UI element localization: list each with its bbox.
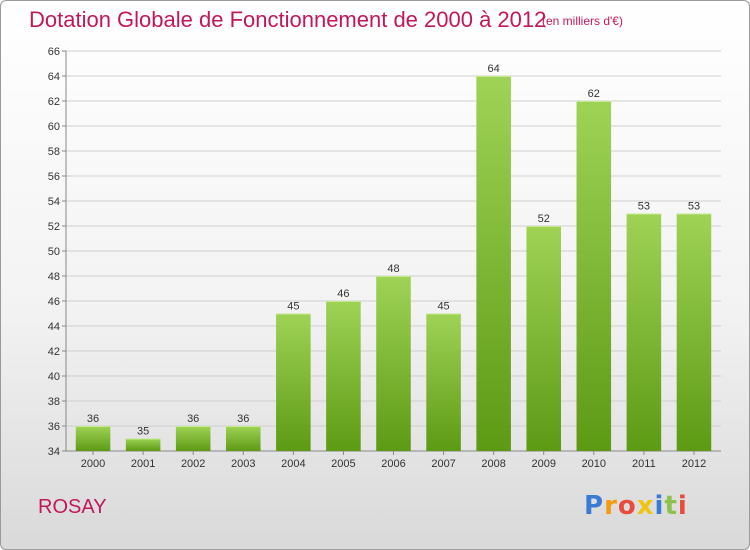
y-tick-label: 34 bbox=[48, 446, 60, 458]
bar bbox=[526, 226, 562, 451]
bar bbox=[376, 276, 411, 451]
x-tick-label: 2004 bbox=[281, 458, 305, 470]
data-label: 36 bbox=[237, 413, 249, 425]
logo-letter: P bbox=[584, 491, 605, 521]
data-label: 36 bbox=[87, 413, 99, 425]
chart-subtitle: (en milliers d'€) bbox=[542, 14, 623, 28]
data-label: 45 bbox=[437, 301, 449, 313]
x-tick-label: 2005 bbox=[331, 458, 355, 470]
data-label: 53 bbox=[638, 201, 650, 213]
y-tick-label: 40 bbox=[48, 371, 60, 383]
bar bbox=[326, 301, 361, 451]
x-tick-label: 2001 bbox=[131, 458, 155, 470]
x-tick-label: 2011 bbox=[632, 458, 656, 470]
y-tick-label: 56 bbox=[48, 171, 60, 183]
logo-letter: x bbox=[636, 491, 655, 521]
bars bbox=[75, 76, 712, 451]
data-label: 62 bbox=[588, 88, 600, 100]
data-label: 45 bbox=[287, 301, 299, 313]
logo-letter: t bbox=[664, 491, 678, 521]
bar bbox=[476, 76, 511, 451]
data-label: 35 bbox=[137, 426, 149, 438]
proxiti-logo[interactable]: Proxiti bbox=[584, 491, 688, 521]
chart-title: Dotation Globale de Fonctionnement de 20… bbox=[29, 7, 547, 32]
x-tick-label: 2002 bbox=[181, 458, 205, 470]
y-tick-label: 36 bbox=[48, 421, 60, 433]
commune-name: ROSAY bbox=[38, 496, 107, 518]
x-tick-label: 2006 bbox=[381, 458, 405, 470]
y-tick-label: 60 bbox=[48, 121, 60, 133]
bar bbox=[626, 213, 662, 451]
x-tick-label: 2009 bbox=[531, 458, 555, 470]
y-tick-label: 50 bbox=[48, 246, 60, 258]
x-tick-label: 2010 bbox=[582, 458, 606, 470]
bar bbox=[225, 426, 261, 451]
bar bbox=[426, 313, 461, 451]
y-tick-label: 48 bbox=[48, 271, 60, 283]
labels: 34 36 38 40 42 44 46 48 50 52 54 56 58 60 62 64 66 36 2000… bbox=[48, 46, 706, 470]
data-label: 64 bbox=[488, 63, 500, 75]
logo-letter: i bbox=[654, 491, 665, 521]
y-tick-label: 52 bbox=[48, 221, 60, 233]
y-tick-label: 64 bbox=[48, 71, 60, 83]
x-tick-label: 2012 bbox=[682, 458, 706, 470]
x-tick-label: 2000 bbox=[81, 458, 105, 470]
x-tick-label: 2008 bbox=[481, 458, 505, 470]
logo-letter: o bbox=[617, 491, 637, 521]
data-label: 46 bbox=[337, 288, 349, 300]
y-tick-label: 54 bbox=[48, 196, 60, 208]
data-label: 36 bbox=[187, 413, 199, 425]
x-tick-label: 2003 bbox=[231, 458, 255, 470]
data-label: 53 bbox=[688, 201, 700, 213]
bar bbox=[175, 426, 211, 451]
y-tick-label: 58 bbox=[48, 146, 60, 158]
bar bbox=[276, 313, 311, 451]
bar bbox=[676, 213, 712, 451]
logo-letter: r bbox=[604, 491, 618, 521]
y-tick-label: 46 bbox=[48, 296, 60, 308]
bar bbox=[576, 101, 612, 451]
y-tick-label: 38 bbox=[48, 396, 60, 408]
bar bbox=[75, 426, 111, 451]
logo-letter: i bbox=[677, 491, 688, 521]
data-label: 52 bbox=[538, 213, 550, 225]
bar bbox=[125, 438, 161, 451]
y-tick-label: 62 bbox=[48, 96, 60, 108]
y-tick-label: 44 bbox=[48, 321, 60, 333]
y-tick-label: 42 bbox=[48, 346, 60, 358]
x-tick-label: 2007 bbox=[431, 458, 455, 470]
y-tick-label: 66 bbox=[48, 46, 60, 58]
data-label: 48 bbox=[387, 263, 399, 275]
